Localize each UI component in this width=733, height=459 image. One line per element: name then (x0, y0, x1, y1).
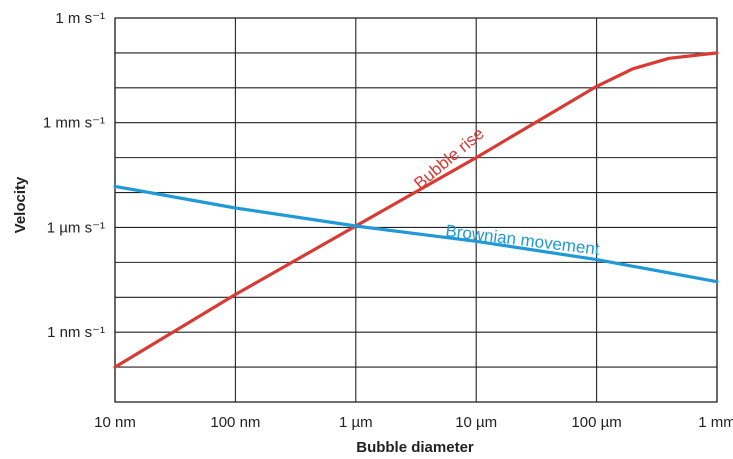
y-tick-label: 1 µm s⁻¹ (47, 219, 105, 236)
series-line-bubble-rise (113, 51, 719, 369)
x-tick-label: 1 µm (339, 414, 373, 431)
x-tick-label: 100 nm (210, 414, 260, 431)
x-tick-label: 10 nm (94, 414, 136, 431)
y-tick-label: 1 mm s⁻¹ (43, 115, 105, 132)
x-axis-title: Bubble diameter (356, 439, 474, 456)
series-label-brownian-movement: Brownian movement (445, 221, 601, 259)
x-tick-label: 10 µm (455, 414, 497, 431)
y-tick-label: 1 nm s⁻¹ (47, 324, 105, 341)
y-tick-labels: 1 m s⁻¹ 1 mm s⁻¹ 1 µm s⁻¹ 1 nm s⁻¹ (43, 10, 105, 341)
plot-frame (114, 17, 718, 403)
grid (114, 17, 718, 403)
x-tick-labels: 10 nm 100 nm 1 µm 10 µm 100 µm 1 mm (94, 414, 733, 431)
x-tick-label: 100 µm (571, 414, 621, 431)
y-tick-label: 1 m s⁻¹ (55, 10, 105, 27)
y-axis-title: Velocity (12, 176, 29, 233)
series-lines (113, 51, 719, 369)
series-line-brownian-movement (113, 184, 719, 284)
x-tick-label: 1 mm (698, 414, 733, 431)
